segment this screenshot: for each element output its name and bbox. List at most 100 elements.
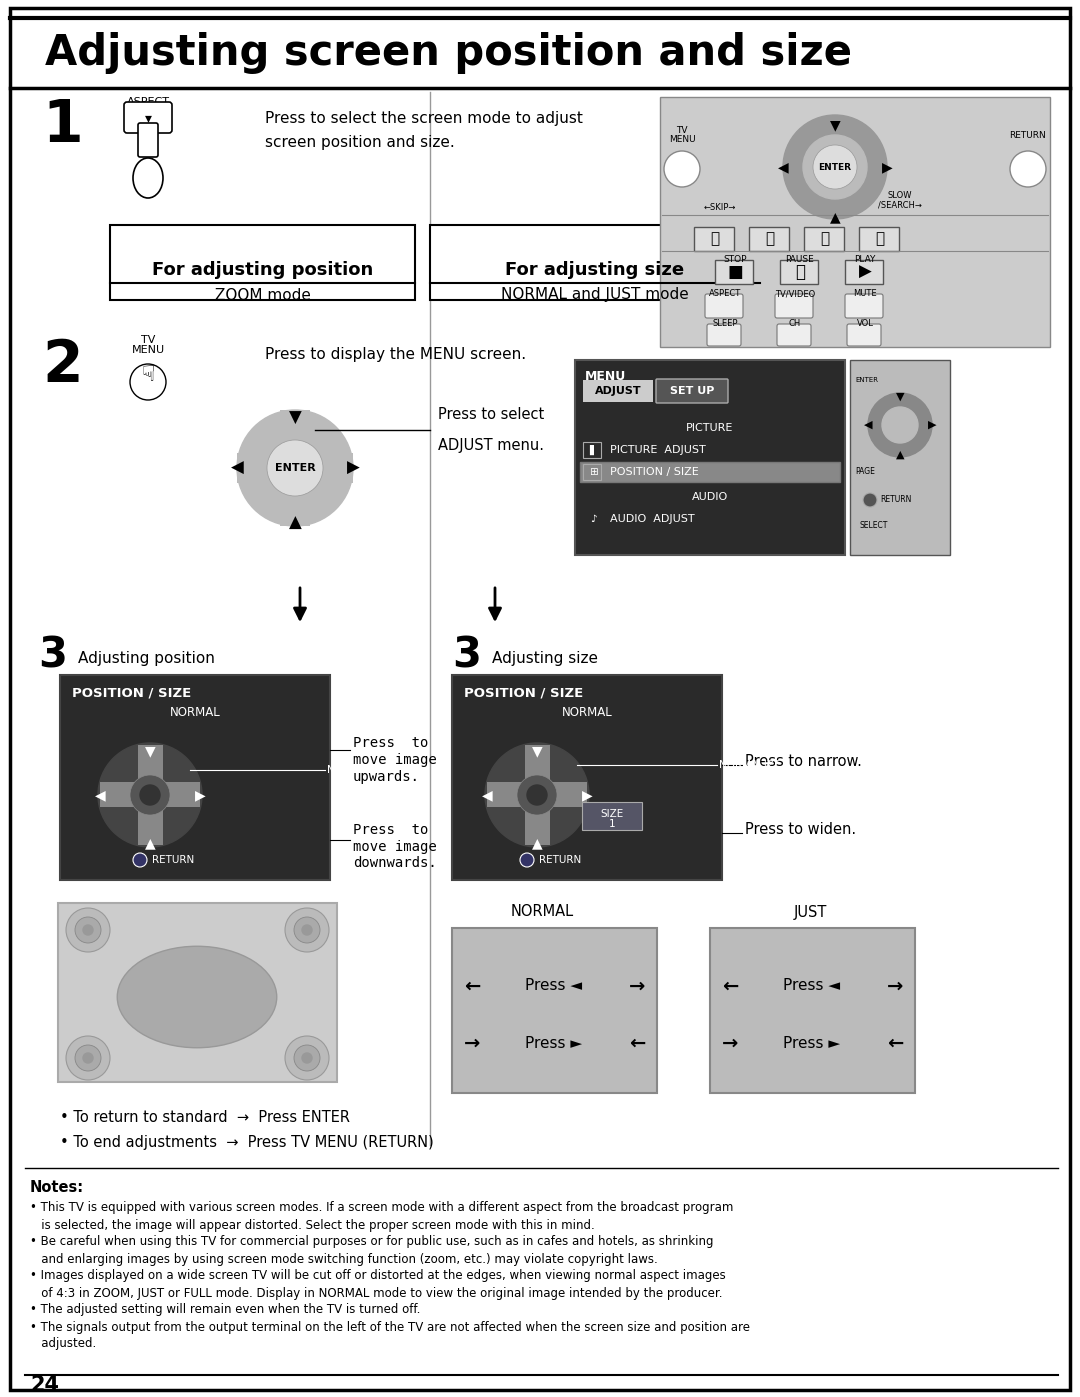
Text: • This TV is equipped with various screen modes. If a screen mode with a differe: • This TV is equipped with various scree… — [30, 1201, 733, 1214]
Circle shape — [83, 925, 93, 935]
Circle shape — [294, 916, 320, 943]
Text: ▼: ▼ — [895, 393, 904, 402]
FancyBboxPatch shape — [582, 802, 642, 830]
Text: ←: ← — [629, 1034, 645, 1052]
Text: NORMALIZE: NORMALIZE — [327, 766, 389, 775]
Circle shape — [66, 908, 110, 951]
Text: 3: 3 — [453, 636, 481, 678]
Text: CH: CH — [788, 320, 801, 328]
Text: 2: 2 — [42, 337, 83, 394]
Circle shape — [130, 775, 170, 814]
Text: ◀: ◀ — [231, 460, 243, 476]
FancyBboxPatch shape — [660, 96, 1050, 346]
FancyBboxPatch shape — [707, 324, 741, 346]
Text: AUDIO  ADJUST: AUDIO ADJUST — [610, 514, 694, 524]
Text: ♪: ♪ — [590, 514, 596, 524]
Text: VOL: VOL — [856, 320, 874, 328]
Text: ADJUST: ADJUST — [595, 386, 642, 395]
Ellipse shape — [133, 158, 163, 198]
FancyBboxPatch shape — [804, 226, 843, 251]
Text: ▲: ▲ — [145, 835, 156, 849]
Text: Press ►: Press ► — [526, 1035, 582, 1051]
Text: POSITION / SIZE: POSITION / SIZE — [464, 686, 583, 700]
Circle shape — [133, 854, 147, 868]
Circle shape — [783, 115, 887, 219]
Text: PICTURE: PICTURE — [686, 423, 733, 433]
Text: RETURN: RETURN — [1010, 130, 1047, 140]
Text: ENTER: ENTER — [855, 377, 878, 383]
Circle shape — [75, 1045, 102, 1071]
Text: PAGE: PAGE — [855, 468, 875, 476]
Circle shape — [882, 407, 918, 443]
Circle shape — [98, 743, 202, 847]
Text: ▶: ▶ — [582, 788, 592, 802]
Text: ▼: ▼ — [829, 117, 840, 131]
Text: AUDIO: AUDIO — [692, 492, 728, 502]
Text: ⏮: ⏮ — [711, 232, 719, 246]
Text: ASPECT: ASPECT — [126, 96, 170, 108]
Text: SIZE: SIZE — [600, 809, 623, 819]
Text: Press ◄: Press ◄ — [783, 978, 840, 993]
Text: ▶: ▶ — [881, 161, 892, 175]
Text: PLAY: PLAY — [854, 254, 876, 264]
Text: Notes:: Notes: — [30, 1180, 84, 1196]
Circle shape — [140, 785, 160, 805]
FancyBboxPatch shape — [845, 293, 883, 319]
Text: • The signals output from the output terminal on the left of the TV are not affe: • The signals output from the output ter… — [30, 1320, 750, 1334]
FancyBboxPatch shape — [750, 226, 789, 251]
Text: Press  to: Press to — [353, 823, 429, 837]
Text: ADJUST menu.: ADJUST menu. — [438, 439, 544, 453]
FancyBboxPatch shape — [859, 226, 899, 251]
Text: POSITION / SIZE: POSITION / SIZE — [610, 467, 699, 476]
FancyBboxPatch shape — [138, 123, 158, 156]
Text: • To end adjustments  →  Press TV MENU (RETURN): • To end adjustments → Press TV MENU (RE… — [60, 1136, 434, 1151]
Text: NORMAL: NORMAL — [511, 904, 573, 919]
Circle shape — [868, 393, 932, 457]
Text: Press ◄: Press ◄ — [526, 978, 582, 993]
FancyBboxPatch shape — [138, 745, 163, 845]
Text: ▼: ▼ — [531, 745, 542, 759]
Text: ▶: ▶ — [928, 420, 936, 430]
Text: →: → — [629, 977, 645, 996]
Text: screen position and size.: screen position and size. — [265, 134, 455, 149]
Text: TV
MENU: TV MENU — [132, 335, 164, 355]
FancyBboxPatch shape — [487, 782, 588, 807]
Text: NORMAL: NORMAL — [562, 707, 612, 719]
Circle shape — [804, 136, 867, 198]
Text: ⊞: ⊞ — [589, 467, 597, 476]
Text: upwards.: upwards. — [353, 770, 420, 784]
Text: TV/VIDEO: TV/VIDEO — [774, 289, 815, 299]
Circle shape — [75, 916, 102, 943]
FancyBboxPatch shape — [100, 782, 200, 807]
Text: • Images displayed on a wide screen TV will be cut off or distorted at the edges: • Images displayed on a wide screen TV w… — [30, 1270, 726, 1282]
FancyBboxPatch shape — [110, 225, 415, 300]
Text: ENTER: ENTER — [819, 162, 851, 172]
FancyBboxPatch shape — [575, 360, 845, 555]
Text: adjusted.: adjusted. — [30, 1337, 96, 1351]
FancyBboxPatch shape — [780, 260, 818, 284]
FancyBboxPatch shape — [656, 379, 728, 402]
Circle shape — [863, 493, 877, 507]
Text: →: → — [887, 977, 903, 996]
FancyBboxPatch shape — [453, 675, 723, 880]
Text: ▾: ▾ — [145, 110, 151, 124]
Text: ASPECT: ASPECT — [708, 289, 741, 299]
Text: PAUSE: PAUSE — [785, 254, 814, 264]
FancyBboxPatch shape — [525, 745, 550, 845]
Text: ▲: ▲ — [895, 450, 904, 460]
Text: • To return to standard  →  Press ENTER: • To return to standard → Press ENTER — [60, 1111, 350, 1126]
Text: ⏸: ⏸ — [795, 263, 805, 281]
FancyBboxPatch shape — [850, 360, 950, 555]
Text: ENTER: ENTER — [274, 462, 315, 474]
Circle shape — [237, 409, 353, 527]
Text: ▲: ▲ — [288, 514, 301, 532]
FancyBboxPatch shape — [124, 102, 172, 133]
Text: RETURN: RETURN — [880, 496, 912, 504]
FancyBboxPatch shape — [847, 324, 881, 346]
Text: TV
MENU: TV MENU — [669, 126, 696, 144]
Text: move image: move image — [353, 840, 436, 854]
Text: →: → — [463, 1034, 481, 1052]
Circle shape — [130, 365, 166, 400]
Text: Press ►: Press ► — [783, 1035, 840, 1051]
Circle shape — [664, 151, 700, 187]
